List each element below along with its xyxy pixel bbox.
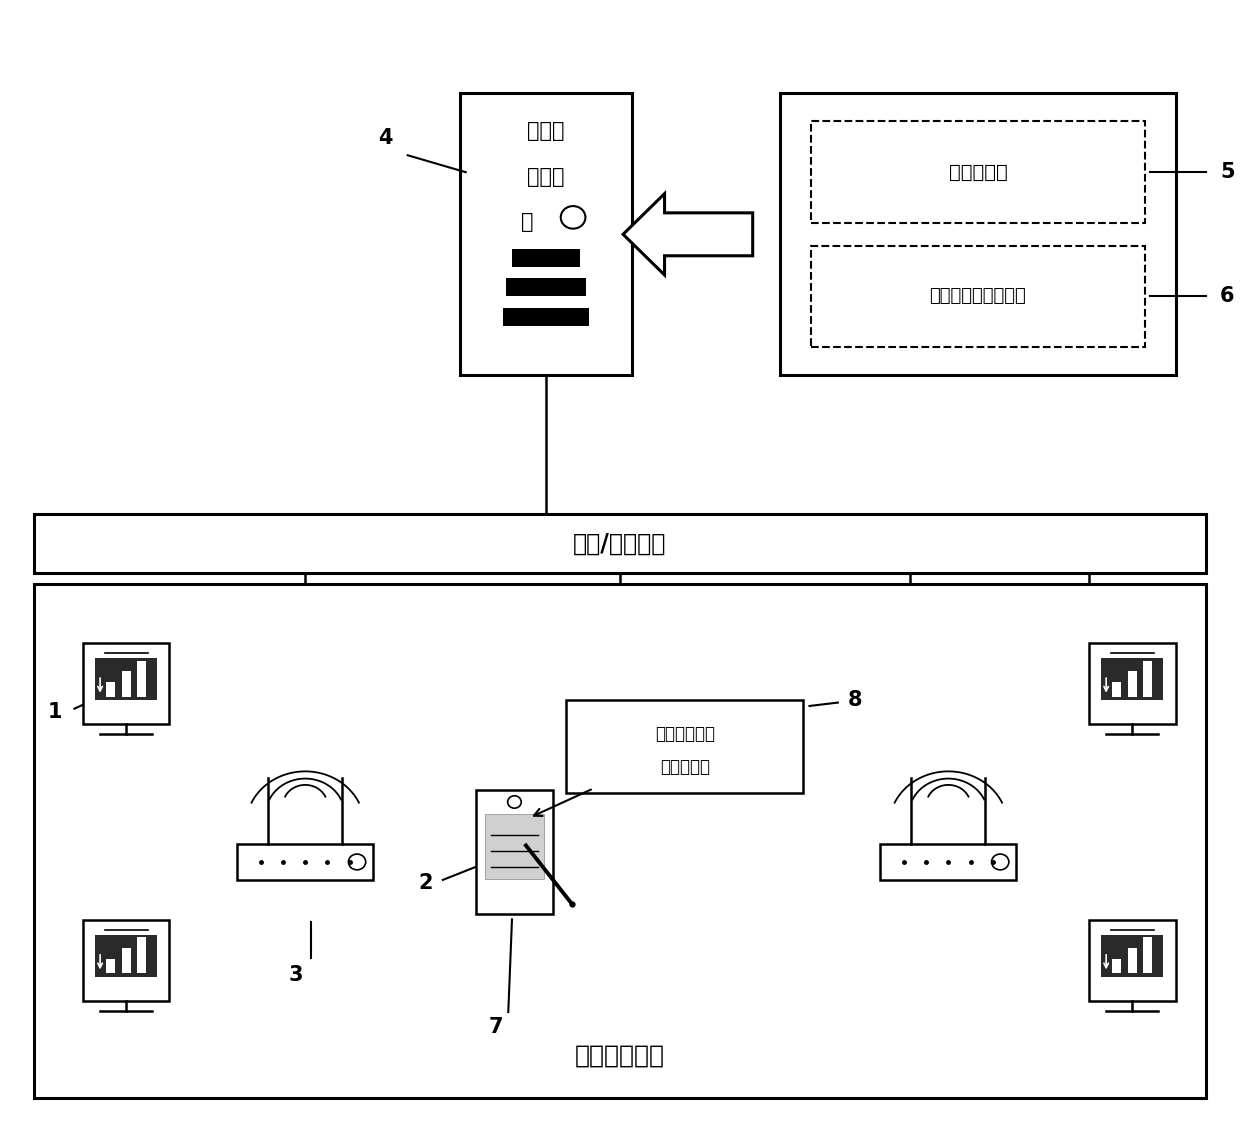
- Bar: [122, 671, 130, 697]
- Bar: [1112, 682, 1121, 697]
- Text: 6: 6: [1220, 286, 1235, 306]
- Circle shape: [507, 796, 521, 808]
- Text: 5: 5: [1220, 162, 1235, 183]
- Bar: [1128, 948, 1137, 974]
- Bar: [33, 514, 1207, 573]
- Bar: [1143, 661, 1152, 697]
- Text: 定位推: 定位推: [527, 121, 564, 142]
- Text: 船舶生产车间: 船舶生产车间: [575, 1043, 665, 1067]
- Bar: [95, 934, 157, 977]
- Text: 3: 3: [288, 965, 303, 985]
- Bar: [567, 700, 804, 793]
- Bar: [122, 948, 130, 974]
- Bar: [107, 959, 115, 974]
- Bar: [485, 815, 544, 878]
- Bar: [138, 938, 146, 974]
- Bar: [506, 278, 587, 296]
- Circle shape: [348, 854, 366, 869]
- Text: 三维作业指导信息库: 三维作业指导信息库: [930, 287, 1027, 305]
- Bar: [138, 661, 146, 697]
- Bar: [1089, 644, 1176, 724]
- Bar: [880, 844, 1017, 880]
- Bar: [95, 658, 157, 700]
- Bar: [780, 93, 1176, 376]
- Bar: [1112, 959, 1121, 974]
- Bar: [476, 790, 553, 914]
- Text: 送服务: 送服务: [527, 167, 564, 186]
- Bar: [237, 844, 373, 880]
- Polygon shape: [622, 194, 753, 275]
- Circle shape: [992, 854, 1009, 869]
- Bar: [811, 121, 1145, 222]
- Text: 1: 1: [47, 703, 62, 722]
- Bar: [1143, 938, 1152, 974]
- Text: 有线/无线网络: 有线/无线网络: [573, 532, 667, 556]
- Bar: [83, 644, 170, 724]
- Text: 书推送软件: 书推送软件: [660, 758, 709, 776]
- Bar: [107, 682, 115, 697]
- Bar: [460, 93, 632, 376]
- Bar: [811, 245, 1145, 347]
- Bar: [512, 249, 580, 267]
- Bar: [33, 585, 1207, 1099]
- Text: 器: 器: [521, 212, 533, 232]
- Bar: [1128, 671, 1137, 697]
- Text: 7: 7: [489, 1017, 503, 1036]
- Bar: [83, 919, 170, 1001]
- Bar: [502, 308, 589, 326]
- Bar: [1089, 919, 1176, 1001]
- Bar: [1101, 934, 1163, 977]
- Text: 2: 2: [418, 873, 433, 893]
- Text: 三维作业指导: 三维作业指导: [655, 724, 714, 742]
- Bar: [1101, 658, 1163, 700]
- Text: 4: 4: [378, 128, 393, 149]
- Text: 8: 8: [848, 690, 862, 711]
- Text: 定位信息库: 定位信息库: [949, 162, 1007, 182]
- Circle shape: [560, 207, 585, 228]
